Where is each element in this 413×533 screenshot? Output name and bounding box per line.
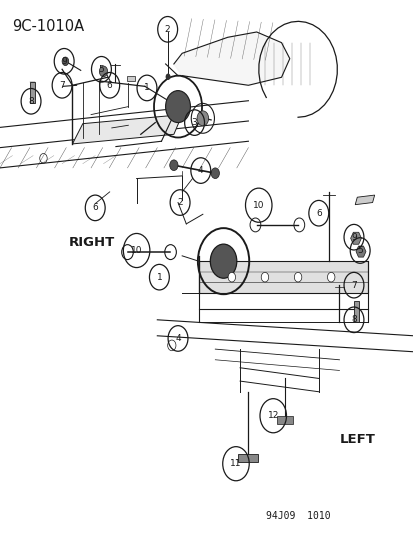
Text: 4: 4 <box>197 166 203 175</box>
Polygon shape <box>72 115 182 144</box>
Circle shape <box>62 57 69 66</box>
Text: 1: 1 <box>156 273 162 281</box>
Polygon shape <box>350 232 361 244</box>
Polygon shape <box>173 32 289 85</box>
Circle shape <box>165 74 170 80</box>
Polygon shape <box>198 261 368 293</box>
Bar <box>353 301 358 322</box>
Circle shape <box>99 66 107 77</box>
Text: 6: 6 <box>315 209 321 217</box>
Text: 7: 7 <box>350 281 356 289</box>
Text: 94J09  1010: 94J09 1010 <box>265 511 330 521</box>
Text: 8: 8 <box>350 316 356 324</box>
Text: 2: 2 <box>177 198 183 207</box>
Text: 1: 1 <box>144 84 150 92</box>
Text: LEFT: LEFT <box>339 433 375 446</box>
Bar <box>30 82 35 103</box>
Circle shape <box>228 272 235 282</box>
Text: 9: 9 <box>350 233 356 241</box>
Text: 10: 10 <box>131 246 142 255</box>
Text: 7: 7 <box>59 81 65 90</box>
Text: 12: 12 <box>267 411 278 420</box>
Text: 6: 6 <box>92 204 98 212</box>
Circle shape <box>165 91 190 123</box>
Text: 11: 11 <box>230 459 241 468</box>
Circle shape <box>327 272 334 282</box>
Text: 9: 9 <box>61 57 67 66</box>
Text: 8: 8 <box>28 97 34 106</box>
Circle shape <box>210 244 236 278</box>
Text: 2: 2 <box>164 25 170 34</box>
Circle shape <box>169 160 178 171</box>
Circle shape <box>261 272 268 282</box>
Circle shape <box>294 272 301 282</box>
Polygon shape <box>276 416 292 424</box>
Polygon shape <box>354 195 374 205</box>
Text: 4: 4 <box>175 334 180 343</box>
Text: RIGHT: RIGHT <box>68 236 114 249</box>
FancyBboxPatch shape <box>127 76 134 81</box>
Text: 5: 5 <box>356 246 362 255</box>
Circle shape <box>197 111 208 126</box>
Text: 6: 6 <box>107 81 112 90</box>
Polygon shape <box>237 454 257 462</box>
Text: 9C-1010A: 9C-1010A <box>12 19 84 34</box>
Text: 10: 10 <box>252 201 264 209</box>
Circle shape <box>211 168 219 179</box>
Text: 3: 3 <box>191 118 197 127</box>
Polygon shape <box>355 246 365 257</box>
Text: 5: 5 <box>98 65 104 74</box>
